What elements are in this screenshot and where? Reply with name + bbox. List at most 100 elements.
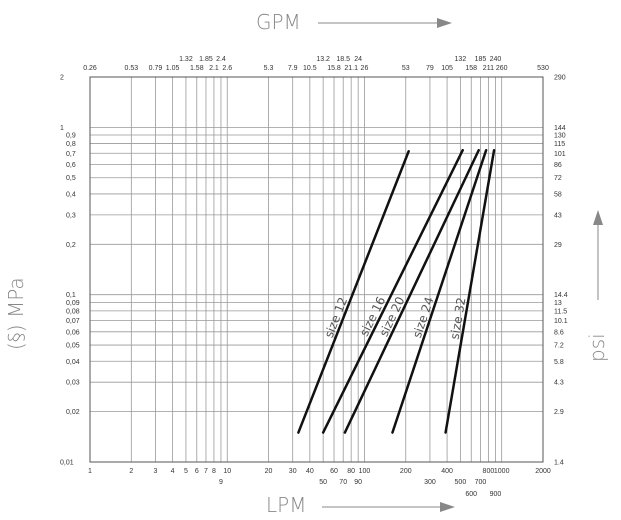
top-tick-label: 185 (475, 56, 487, 63)
bottom-tick-label: 1000 (494, 468, 510, 475)
top-tick-label: 1.05 (166, 65, 180, 72)
bottom-tick-label: 20 (265, 468, 273, 475)
right-tick-label: 4.3 (554, 380, 564, 387)
top-tick-label: 79 (426, 65, 434, 72)
left-tick-label: 0,7 (66, 151, 76, 158)
left-tick-label: 0,2 (66, 242, 76, 249)
bottom-axis-arrowhead (440, 502, 455, 512)
right-tick-label: 29 (554, 242, 562, 249)
left-tick-label: 0,3 (66, 212, 76, 219)
series-label: size 12 (322, 295, 350, 340)
series-line (391, 148, 488, 434)
right-tick-label: 7.2 (554, 343, 564, 350)
bottom-tick-label: 90 (354, 479, 362, 486)
bottom-tick-label: 2000 (535, 468, 551, 475)
right-tick-label: 72 (554, 175, 562, 182)
left-tick-label: 0,01 (60, 460, 74, 467)
left-tick-label: 0,6 (66, 162, 76, 169)
top-tick-label: 26 (361, 65, 369, 72)
right-tick-label: 130 (554, 133, 566, 140)
right-tick-label: 115 (554, 141, 565, 148)
left-tick-label: 0,1 (66, 292, 76, 299)
left-tick-label: 0,05 (66, 343, 80, 350)
bottom-tick-label: 7 (204, 468, 208, 475)
left-tick-label: 0,04 (66, 359, 80, 366)
top-axis-ticks: 0.26 0.53 0.79 1.05 1.58 2.1 2.6 5.3 7.9 10.5 15.8… (83, 56, 549, 72)
top-tick-label: 7.9 (288, 65, 298, 72)
bottom-tick-label: 4 (171, 468, 175, 475)
bottom-axis-ticks: 1 2 3 4 5 6 7 8 10 20 30 40 60 80 100 200 400 800 1000 2000… (88, 468, 551, 498)
right-tick-label: 5.8 (554, 359, 564, 366)
top-axis-arrowhead (437, 18, 452, 28)
top-tick-label: 1.32 (179, 56, 193, 63)
left-axis-ticks: 2 10,90,8 0,7 0,6 0,5 0,4 0,3 0,2 0,10,090,08 0,0… (60, 75, 80, 467)
right-tick-label: 58 (554, 191, 562, 198)
top-tick-label: 0.26 (83, 65, 97, 72)
right-tick-label: 101 (554, 151, 566, 158)
left-tick-label: 0,5 (66, 175, 76, 182)
bottom-tick-label: 700 (475, 479, 487, 486)
bottom-tick-label: 300 (424, 479, 436, 486)
top-tick-label: 2.6 (222, 65, 232, 72)
top-tick-label: 158 (465, 65, 477, 72)
top-tick-label: 240 (490, 56, 502, 63)
top-tick-label: 260 (496, 65, 508, 72)
right-tick-label: 290 (554, 75, 566, 82)
bottom-tick-label: 100 (359, 468, 371, 475)
left-tick-label: 0,03 (66, 380, 80, 387)
top-tick-label: 5.3 (264, 65, 274, 72)
grid-lines (89, 76, 544, 463)
right-tick-label: 144 (554, 125, 566, 132)
right-tick-label: 1.4 (554, 460, 564, 467)
top-tick-label: 0.53 (124, 65, 138, 72)
bottom-tick-label: 1 (88, 468, 92, 475)
top-tick-label: 21.1 (344, 65, 358, 72)
left-tick-label: 0,06 (66, 329, 80, 336)
bottom-tick-label: 600 (465, 491, 477, 498)
bottom-tick-label: 2 (129, 468, 133, 475)
right-tick-label: 43 (554, 212, 562, 219)
left-tick-label: 0,9 (66, 133, 76, 140)
top-tick-label: 530 (537, 65, 549, 72)
right-tick-label: 13 (554, 300, 562, 307)
left-tick-label: 0,02 (66, 409, 80, 416)
series-line (444, 148, 496, 434)
bottom-tick-label: 60 (330, 468, 338, 475)
top-axis-title: GPM (256, 10, 301, 34)
top-tick-label: 0.79 (149, 65, 163, 72)
left-tick-label: 0,8 (66, 141, 76, 148)
left-tick-label: 1 (60, 125, 64, 132)
bottom-tick-label: 3 (154, 468, 158, 475)
top-tick-label: 2.1 (209, 65, 219, 72)
top-tick-label: 211 (483, 65, 494, 72)
top-tick-label: 15.8 (327, 65, 341, 72)
top-tick-label: 132 (455, 56, 467, 63)
left-tick-label: 0,07 (66, 318, 80, 325)
top-tick-label: 2.4 (216, 56, 226, 63)
top-tick-label: 24 (354, 56, 362, 63)
left-tick-label: 0,4 (66, 191, 76, 198)
top-tick-label: 53 (402, 65, 410, 72)
top-tick-label: 1.85 (199, 56, 213, 63)
right-tick-label: 8.6 (554, 329, 564, 336)
bottom-tick-label: 40 (306, 468, 314, 475)
bottom-tick-label: 5 (184, 468, 188, 475)
top-tick-label: 13.2 (316, 56, 330, 63)
right-tick-label: 14.4 (554, 292, 568, 299)
bottom-tick-label: 30 (289, 468, 297, 475)
bottom-tick-label: 70 (339, 479, 347, 486)
bottom-tick-label: 6 (195, 468, 199, 475)
series-line (297, 149, 410, 434)
series-label: size 24 (410, 295, 437, 340)
top-tick-label: 105 (441, 65, 453, 72)
right-tick-label: 11.5 (554, 308, 567, 315)
bottom-tick-label: 10 (223, 468, 231, 475)
bottom-tick-label: 8 (212, 468, 216, 475)
series-line (321, 148, 464, 434)
left-tick-label: 0,08 (66, 308, 80, 315)
series-line (343, 148, 480, 434)
right-tick-label: 86 (554, 162, 562, 169)
bottom-tick-label: 9 (219, 479, 223, 486)
bottom-tick-label: 800 (483, 468, 495, 475)
